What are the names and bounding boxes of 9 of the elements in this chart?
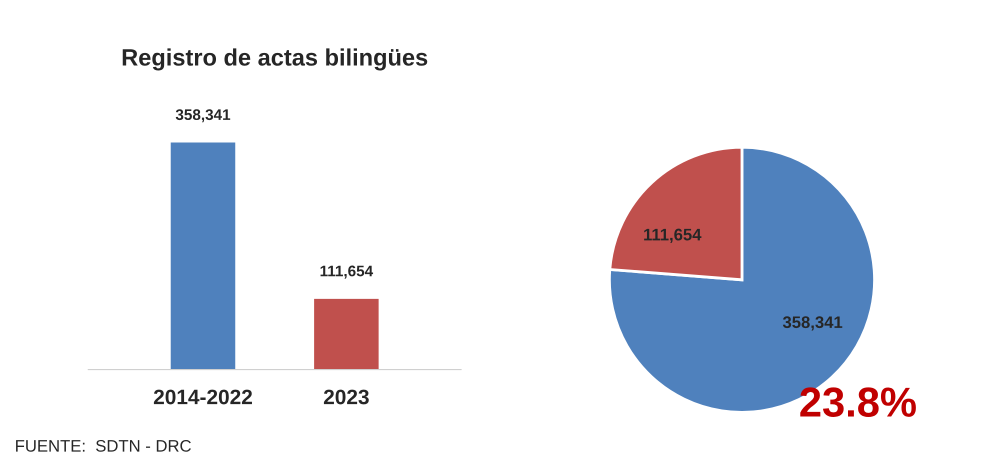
x-tick-label: 2023 [324,390,369,404]
text: 23.8% [800,387,916,417]
source-note: FUENTE: SDTN - DRC [16,440,191,452]
chart-title: Registro de actas bilingües [122,48,428,71]
x-tick-label: 2014-2022 [154,390,252,404]
data-label: 358,341 [782,316,842,330]
data-label: 111,654 [320,266,374,279]
data-label: 111,654 [644,228,702,243]
data-label: 358,341 [176,109,230,122]
